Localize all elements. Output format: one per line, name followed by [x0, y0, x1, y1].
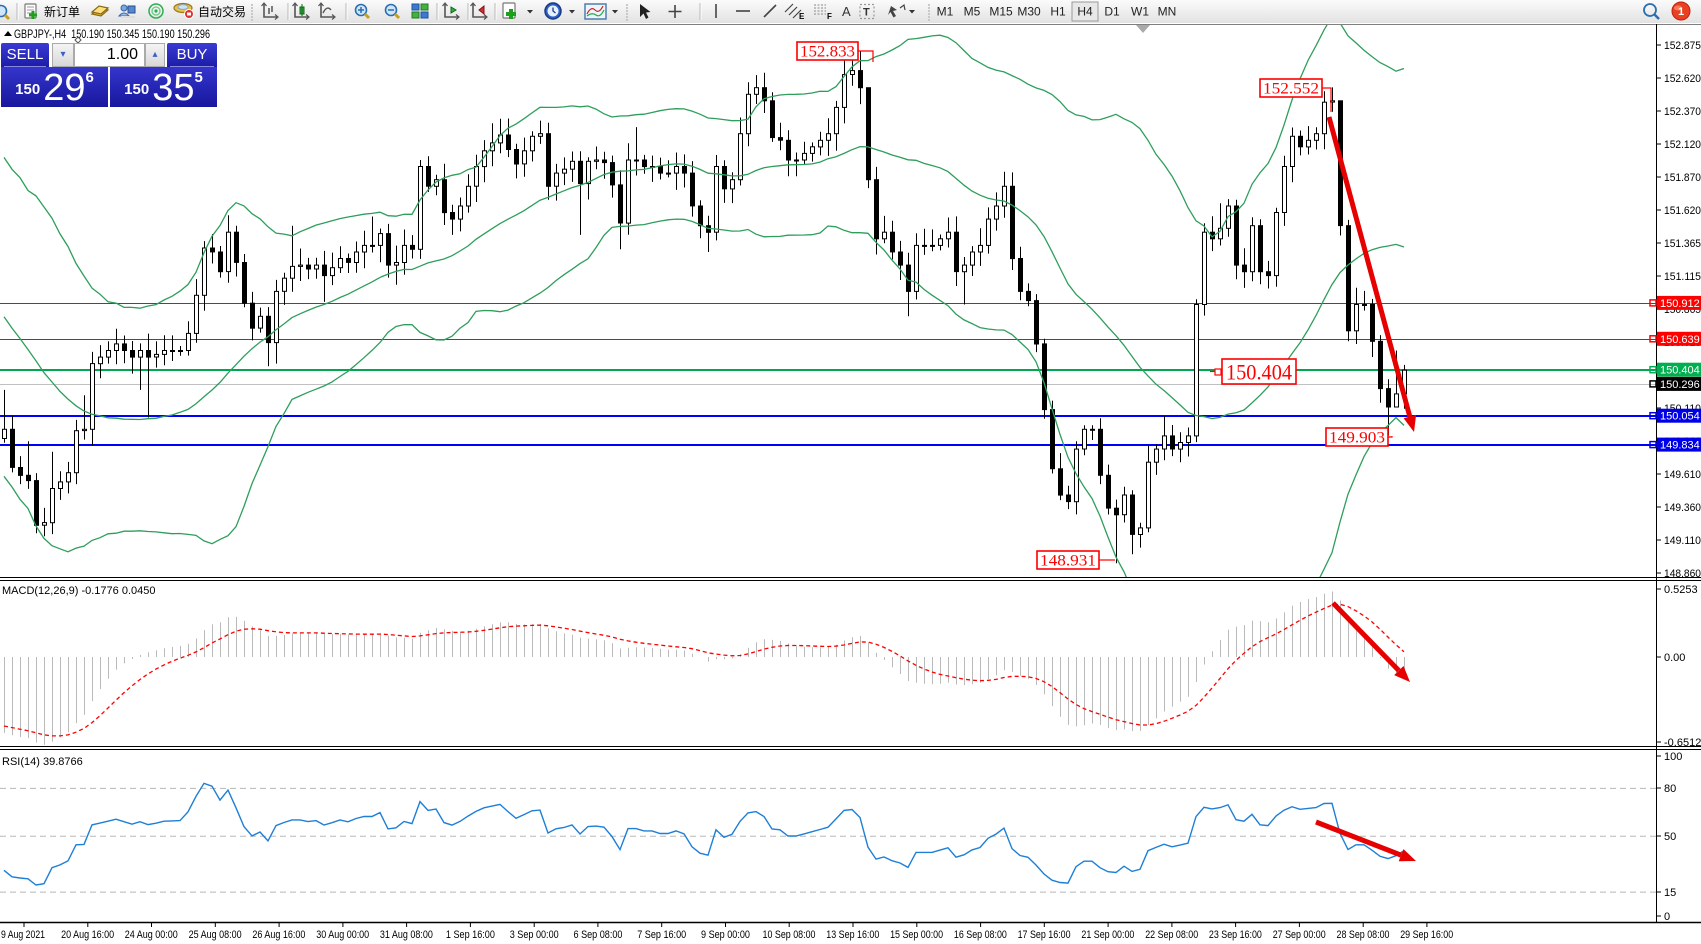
- svg-text:T: T: [863, 7, 870, 19]
- svg-text:148.860: 148.860: [1664, 568, 1701, 580]
- svg-text:149.610: 149.610: [1664, 469, 1701, 481]
- svg-text:149.110: 149.110: [1664, 535, 1701, 547]
- svg-text:RSI(14) 39.8766: RSI(14) 39.8766: [2, 756, 83, 768]
- svg-text:152.120: 152.120: [1664, 139, 1701, 151]
- svg-text:1 Sep 16:00: 1 Sep 16:00: [446, 929, 495, 941]
- svg-text:150.296: 150.296: [1660, 379, 1700, 391]
- svg-text:17 Sep 16:00: 17 Sep 16:00: [1018, 929, 1071, 941]
- svg-text:A: A: [842, 4, 851, 19]
- svg-text:GBPJPY-,H4 150.190 150.345 15: GBPJPY-,H4 150.190 150.345 150.190 150.2…: [14, 27, 210, 41]
- svg-text:13 Sep 16:00: 13 Sep 16:00: [826, 929, 879, 941]
- svg-text:21 Sep 00:00: 21 Sep 00:00: [1081, 929, 1134, 941]
- svg-text:15: 15: [1664, 887, 1676, 899]
- svg-text:149.903: 149.903: [1329, 429, 1385, 446]
- svg-text:152.552: 152.552: [1263, 80, 1319, 97]
- svg-text:自动交易: 自动交易: [198, 4, 246, 19]
- svg-text:23 Sep 16:00: 23 Sep 16:00: [1209, 929, 1262, 941]
- svg-text:150.912: 150.912: [1660, 298, 1700, 310]
- svg-text:149.834: 149.834: [1660, 440, 1700, 452]
- svg-text:150.404: 150.404: [1660, 365, 1700, 377]
- svg-text:152.875: 152.875: [1664, 40, 1701, 52]
- svg-text:15 Sep 00:00: 15 Sep 00:00: [890, 929, 943, 941]
- svg-text:6 Sep 08:00: 6 Sep 08:00: [574, 929, 623, 941]
- svg-text:148.931: 148.931: [1040, 552, 1096, 569]
- svg-text:H1: H1: [1050, 5, 1066, 19]
- svg-text:E: E: [799, 12, 805, 21]
- svg-text:80: 80: [1664, 783, 1676, 795]
- svg-text:-0.6512: -0.6512: [1664, 737, 1701, 749]
- svg-text:151.620: 151.620: [1664, 205, 1701, 217]
- svg-text:MN: MN: [1158, 5, 1177, 19]
- svg-text:50: 50: [1664, 831, 1676, 843]
- svg-text:100: 100: [1664, 751, 1682, 763]
- svg-text:29 Sep 16:00: 29 Sep 16:00: [1400, 929, 1453, 941]
- svg-text:149.360: 149.360: [1664, 502, 1701, 514]
- svg-text:150.054: 150.054: [1660, 411, 1700, 423]
- svg-text:151.115: 151.115: [1664, 271, 1701, 283]
- svg-text:22 Sep 08:00: 22 Sep 08:00: [1145, 929, 1198, 941]
- svg-text:1: 1: [1678, 6, 1684, 18]
- svg-text:150.404: 150.404: [1226, 360, 1292, 385]
- svg-text:新订单: 新订单: [44, 4, 80, 19]
- svg-text:151.870: 151.870: [1664, 172, 1701, 184]
- svg-text:0.5253: 0.5253: [1664, 584, 1698, 596]
- svg-text:26 Aug 16:00: 26 Aug 16:00: [252, 929, 305, 941]
- svg-text:9 Aug 2021: 9 Aug 2021: [1, 929, 45, 941]
- svg-text:M1: M1: [937, 5, 954, 19]
- svg-text:152.620: 152.620: [1664, 73, 1701, 85]
- svg-text:10 Sep 08:00: 10 Sep 08:00: [763, 929, 816, 941]
- svg-text:9 Sep 00:00: 9 Sep 00:00: [701, 929, 750, 941]
- svg-text:30 Aug 00:00: 30 Aug 00:00: [316, 929, 369, 941]
- svg-text:MACD(12,26,9) -0.1776 0.0450: MACD(12,26,9) -0.1776 0.0450: [2, 585, 155, 597]
- svg-text:D1: D1: [1104, 5, 1120, 19]
- svg-text:16 Sep 08:00: 16 Sep 08:00: [954, 929, 1007, 941]
- svg-text:M15: M15: [989, 5, 1013, 19]
- svg-text:M30: M30: [1017, 5, 1041, 19]
- svg-text:31 Aug 08:00: 31 Aug 08:00: [380, 929, 433, 941]
- svg-text:0: 0: [1664, 911, 1670, 923]
- svg-text:28 Sep 08:00: 28 Sep 08:00: [1337, 929, 1390, 941]
- svg-text:3 Sep 00:00: 3 Sep 00:00: [510, 929, 559, 941]
- svg-text:152.370: 152.370: [1664, 106, 1701, 118]
- svg-text:H4: H4: [1077, 5, 1093, 19]
- svg-text:150.639: 150.639: [1660, 334, 1700, 346]
- svg-text:M5: M5: [964, 5, 981, 19]
- svg-text:20 Aug 16:00: 20 Aug 16:00: [61, 929, 114, 941]
- svg-text:152.833: 152.833: [800, 43, 855, 60]
- svg-text:W1: W1: [1131, 5, 1149, 19]
- svg-text:F: F: [827, 12, 832, 21]
- svg-text:151.365: 151.365: [1664, 238, 1701, 250]
- svg-text:25 Aug 08:00: 25 Aug 08:00: [189, 929, 242, 941]
- svg-text:24 Aug 00:00: 24 Aug 00:00: [125, 929, 178, 941]
- svg-text:27 Sep 00:00: 27 Sep 00:00: [1273, 929, 1326, 941]
- svg-text:7 Sep 16:00: 7 Sep 16:00: [637, 929, 686, 941]
- svg-text:0.00: 0.00: [1664, 652, 1685, 664]
